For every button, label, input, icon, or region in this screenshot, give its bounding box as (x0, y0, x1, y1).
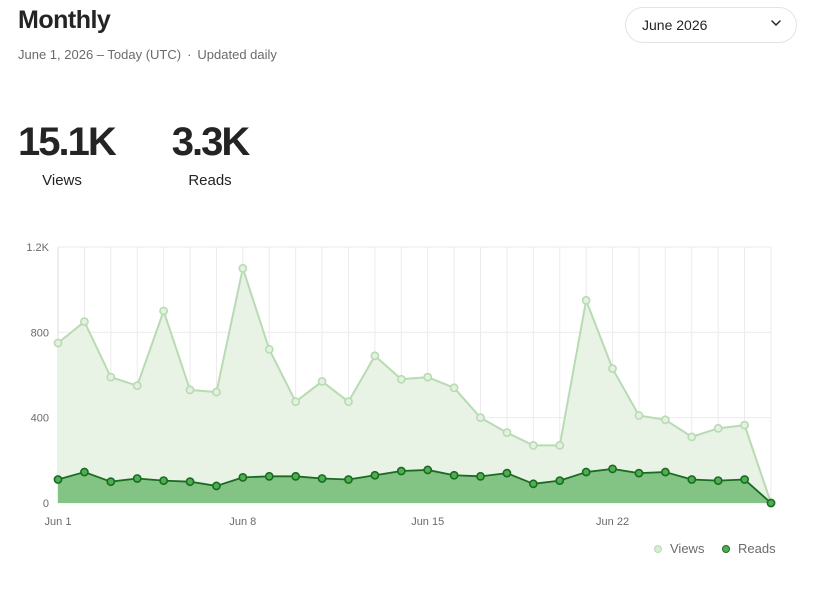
reads-point (264, 471, 274, 481)
reads-area (58, 468, 771, 503)
views-point (449, 383, 459, 393)
views-stat-label: Views (42, 172, 82, 189)
reads-point (713, 476, 723, 485)
views-point (238, 263, 248, 273)
reads-point (159, 476, 169, 485)
reads-point (502, 468, 512, 478)
views-point (370, 351, 380, 361)
reads-point (185, 477, 195, 487)
page-title: Monthly (18, 6, 111, 34)
x-tick-label: Jun 15 (411, 516, 444, 528)
views-point (344, 397, 353, 407)
views-point (212, 387, 221, 397)
reads-point (687, 475, 697, 484)
reads-legend-swatch (722, 544, 730, 553)
reads-stat-value: 3.3K (171, 120, 251, 164)
y-tick-label: 0 (43, 498, 49, 510)
reads-point (370, 470, 380, 480)
views-stat: 15.1K Views (18, 118, 117, 189)
reads-point (634, 468, 644, 478)
legend-item-views[interactable]: Views (654, 541, 704, 556)
reads-point (528, 479, 538, 489)
views-point (106, 372, 116, 382)
date-range-subtitle: June 1, 2026 – Today (UTC) · Updated daily (18, 47, 277, 62)
reads-point (212, 481, 221, 491)
views-point (608, 364, 617, 373)
views-point (476, 413, 485, 423)
views-point (80, 317, 89, 327)
y-tick-label: 400 (31, 413, 49, 425)
reads-point (106, 477, 116, 487)
views-point (713, 423, 723, 433)
views-point (660, 415, 670, 425)
reads-point (476, 471, 485, 481)
reads-stat-label: Reads (188, 172, 232, 189)
reads-point (740, 475, 749, 484)
y-tick-label: 800 (31, 327, 49, 339)
reads-series-line (57, 467, 772, 504)
views-point (581, 295, 591, 305)
views-point (291, 397, 301, 407)
reads-legend-label: Reads (738, 541, 776, 556)
views-point (264, 345, 274, 354)
reads-point (396, 466, 406, 476)
reads-point (660, 467, 670, 477)
legend-item-reads[interactable]: Reads (722, 541, 776, 556)
date-range-text: June 1, 2026 – Today (UTC) (18, 47, 182, 62)
reads-point (132, 474, 142, 483)
views-point (423, 372, 433, 382)
views-reads-area-chart: 0 400 800 1.2K Jun 1 Jun 8 Jun 15 Jun 22 (26, 242, 776, 528)
views-point (185, 385, 195, 395)
reads-point (423, 465, 433, 475)
views-series-line (57, 267, 772, 504)
views-point (740, 420, 749, 430)
reads-point (555, 476, 565, 485)
month-select-value: June 2026 (642, 17, 708, 33)
views-stat-value: 15.1K (18, 120, 117, 164)
views-legend-swatch (654, 544, 662, 553)
reads-point (291, 471, 301, 481)
x-tick-label: Jun 22 (596, 516, 629, 528)
reads-point (317, 474, 327, 483)
views-point (555, 440, 565, 450)
reads-point (80, 467, 89, 477)
views-point (528, 440, 538, 450)
y-tick-label: 1.2K (26, 242, 49, 254)
views-point (502, 428, 512, 437)
views-area (58, 268, 771, 503)
views-point (634, 411, 644, 420)
reads-stat: 3.3K Reads (168, 118, 252, 189)
month-select[interactable]: June 2026 (625, 7, 797, 43)
views-point (687, 432, 697, 442)
reads-point (581, 467, 591, 477)
reads-point (449, 470, 459, 480)
reads-point (766, 498, 776, 508)
reads-point (344, 475, 353, 484)
x-tick-label: Jun 1 (45, 516, 72, 528)
reads-point (53, 475, 63, 484)
reads-point (608, 464, 617, 474)
reads-point (238, 472, 248, 482)
views-point (132, 381, 142, 391)
views-legend-label: Views (670, 541, 705, 556)
x-tick-label: Jun 8 (229, 516, 256, 528)
views-point (396, 374, 406, 384)
update-note: Updated daily (197, 47, 277, 62)
separator-dot: · (187, 47, 192, 62)
views-point (317, 376, 327, 386)
views-point (159, 306, 169, 316)
chevron-down-icon (770, 16, 782, 34)
views-point (53, 338, 63, 348)
